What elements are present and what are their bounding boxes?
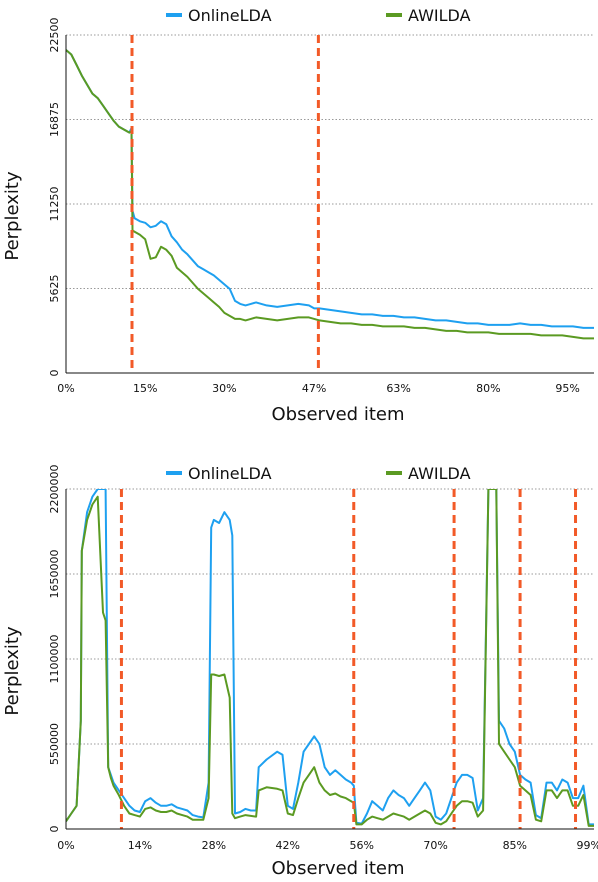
x-axis-title: Observed item (272, 858, 405, 879)
y-axis-title: Perplexity (2, 171, 23, 261)
y-tick-label: 11250 (48, 187, 61, 222)
x-tick-label: 95% (555, 382, 579, 395)
legend-label: AWILDA (408, 464, 471, 483)
legend-label: OnlineLDA (188, 6, 272, 25)
y-axis-title: Perplexity (2, 626, 23, 716)
x-tick-label: 0% (57, 839, 74, 852)
chart-top: 0 5625 11250 16875 22500 0% 15% 30% 47% 63% 80% 95%… (2, 6, 594, 425)
x-tick-label: 42% (276, 839, 300, 852)
y-tick-label: 1650000 (48, 550, 61, 599)
y-tick-label: 22500 (48, 18, 61, 53)
series-line-onlinelda (66, 49, 594, 329)
x-tick-label: 70% (423, 839, 447, 852)
x-tick-label: 14% (128, 839, 152, 852)
y-tick-label: 2200000 (48, 465, 61, 514)
x-tick-label: 63% (386, 382, 410, 395)
y-tick-label: 0 (48, 826, 61, 833)
chart-bottom: 0 550000 1100000 1650000 2200000 0% 14% 28% 42% 5… (2, 464, 598, 879)
x-tick-label: 30% (212, 382, 236, 395)
x-tick-label: 15% (133, 382, 157, 395)
x-tick-label: 85% (503, 839, 527, 852)
x-tick-label: 56% (349, 839, 373, 852)
x-axis-title: Observed item (272, 404, 405, 425)
x-tick-label: 28% (202, 839, 226, 852)
y-tick-label: 0 (48, 370, 61, 377)
x-tick-label: 47% (302, 382, 326, 395)
y-tick-label: 5625 (48, 275, 61, 303)
legend-label: OnlineLDA (188, 464, 272, 483)
y-tick-label: 1100000 (48, 635, 61, 684)
series-line-onlinelda (66, 489, 594, 826)
x-tick-label: 0% (57, 382, 74, 395)
legend-label: AWILDA (408, 6, 471, 25)
x-tick-label: 99% (576, 839, 598, 852)
x-tick-label: 80% (476, 382, 500, 395)
y-tick-label: 16875 (48, 102, 61, 137)
y-tick-label: 550000 (48, 723, 61, 765)
series-line-awilda (66, 49, 594, 340)
series-line-awilda (66, 489, 594, 827)
